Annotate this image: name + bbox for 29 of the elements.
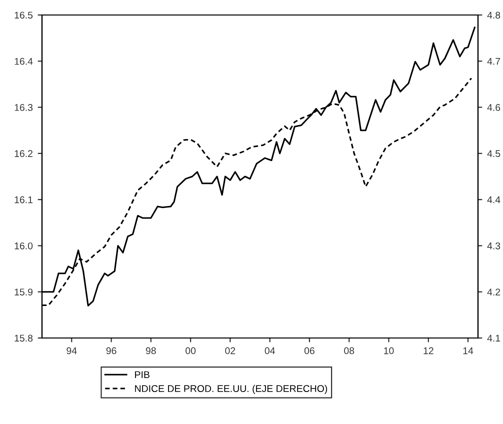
y-tick-label: 16.4 (14, 58, 33, 65)
y-tick-label: 16.5 (14, 12, 33, 19)
y2-tick-label: 4.5 (487, 150, 500, 158)
x-tick-label: 96 (106, 347, 116, 354)
x-tick-label: 04 (264, 347, 275, 354)
x-tick-label: 12 (424, 347, 434, 354)
y2-tick-label: 4.8 (487, 12, 500, 19)
legend-label: NDICE DE PROD. EE.UU. (EJE DERECHO) (135, 384, 328, 394)
y2-tick-label: 4.7 (487, 58, 500, 65)
x-tick-label: 08 (344, 347, 354, 354)
y2-tick-label: 4.3 (487, 242, 500, 250)
x-tick-label: 10 (384, 347, 394, 354)
y-tick-label: 16.0 (14, 242, 33, 250)
x-tick-label: 00 (186, 347, 196, 354)
y-tick-label: 15.8 (14, 334, 33, 342)
x-tick-label: 94 (66, 347, 77, 354)
y-tick-label: 16.3 (14, 104, 33, 111)
x-tick-label: 14 (463, 347, 474, 354)
x-tick-label: 98 (146, 347, 156, 354)
y-tick-label: 16.2 (14, 150, 32, 158)
x-tick-label: 02 (225, 347, 236, 354)
y-tick-label: 16.1 (14, 196, 32, 204)
legend-label: PIB (135, 371, 150, 378)
y-tick-label: 15.9 (14, 288, 33, 296)
y2-tick-label: 4.1 (487, 334, 500, 342)
y2-tick-label: 4.4 (487, 196, 500, 204)
y2-tick-label: 4.2 (487, 288, 500, 296)
x-tick-label: 06 (304, 347, 314, 354)
y2-tick-label: 4.6 (487, 104, 500, 111)
